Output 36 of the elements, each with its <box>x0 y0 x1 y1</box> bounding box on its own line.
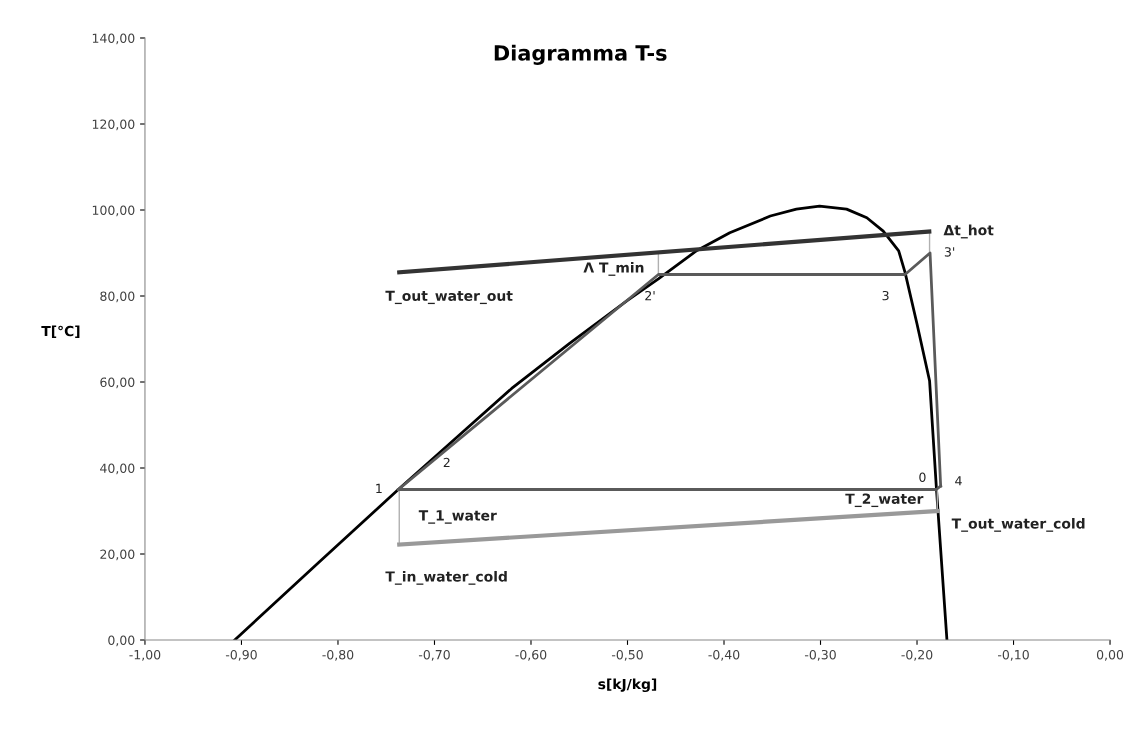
annotation: Δt_hot <box>943 224 994 239</box>
y-tick-label: 80,00 <box>100 291 135 303</box>
x-tick-label: -0,50 <box>611 649 643 661</box>
annotation: 3' <box>944 247 955 257</box>
annotation: Λ T_min <box>583 262 644 276</box>
y-tick-label: 100,00 <box>92 205 135 217</box>
annotation: T_1_water <box>418 510 497 524</box>
x-tick-label: -0,80 <box>322 649 354 661</box>
annotation: 2' <box>645 290 655 301</box>
x-tick-label: -0,70 <box>418 649 450 661</box>
annotation: T_out_water_out <box>385 290 513 305</box>
annotation: 4 <box>955 476 962 486</box>
x-tick-label: -0,40 <box>708 649 740 661</box>
x-tick-label: -0,60 <box>515 649 547 661</box>
annotation: T_2_water <box>845 493 924 508</box>
annotation: T_in_water_cold <box>385 570 507 585</box>
x-axis-title: s[kJ/kg] <box>598 678 657 693</box>
x-tick-label: -1,00 <box>129 649 161 661</box>
y-axis-title: T[°C] <box>41 325 80 338</box>
x-tick-label: -0,20 <box>901 649 933 661</box>
y-tick-label: 60,00 <box>100 377 135 389</box>
y-tick-label: 20,00 <box>100 549 135 561</box>
annotation: 3 <box>882 290 889 301</box>
annotation: 1 <box>376 483 382 493</box>
annotation: T_out_water_cold <box>951 517 1085 532</box>
y-tick-label: 120,00 <box>92 119 135 131</box>
y-tick-label: 0,00 <box>108 635 135 647</box>
chart-title: Diagramma T-s <box>494 44 667 66</box>
x-tick-label: 0,00 <box>1096 649 1124 661</box>
x-tick-label: -0,90 <box>225 649 257 661</box>
annotation: 0 <box>919 472 926 483</box>
x-tick-label: -0,30 <box>804 649 836 661</box>
y-tick-label: 40,00 <box>100 463 135 475</box>
annotation: 2 <box>443 457 450 468</box>
y-tick-label: 140,00 <box>92 33 135 45</box>
x-tick-label: -0,10 <box>997 649 1029 661</box>
